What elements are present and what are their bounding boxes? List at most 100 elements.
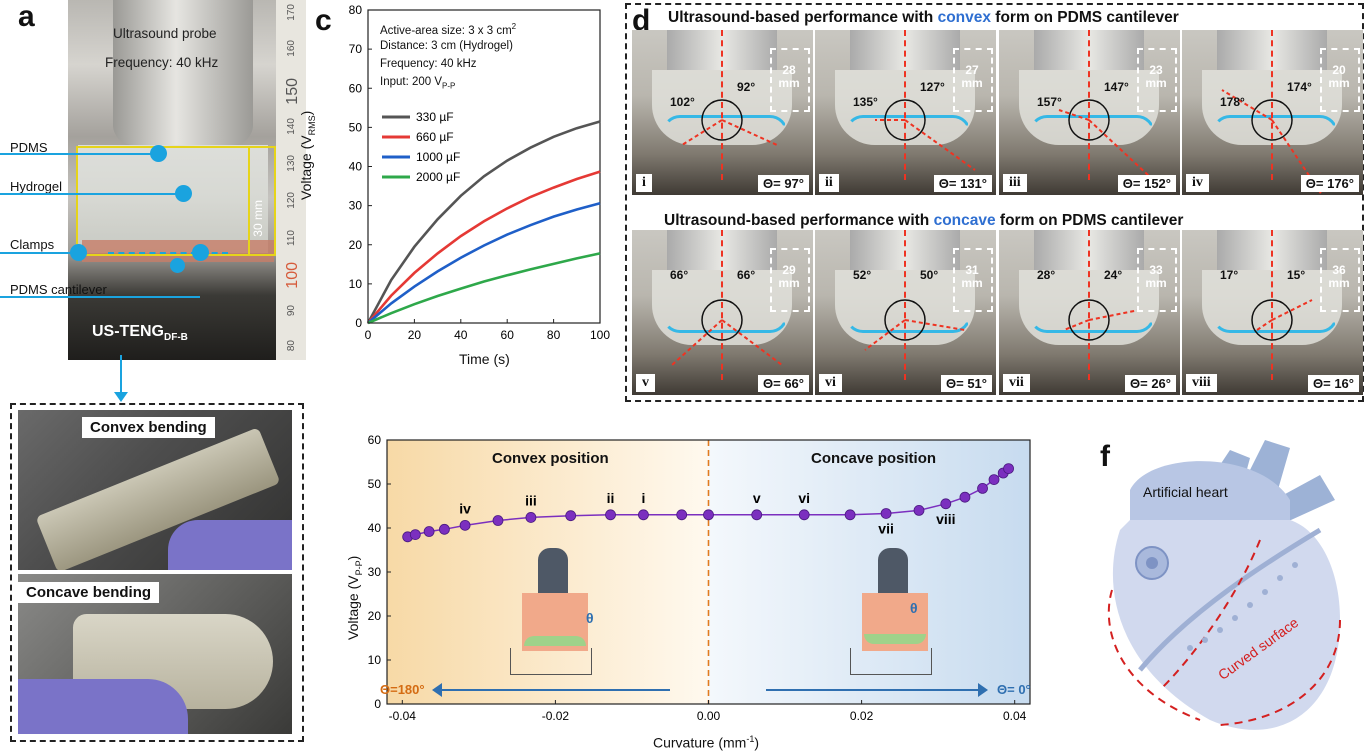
theta-symbol-left: θ xyxy=(586,610,594,626)
tile-ii: 135° 127° 27 mm ii Θ= 131° xyxy=(815,30,996,195)
title-bottom-pre: Ultrasound-based performance with xyxy=(664,212,934,229)
chart-c: 0 20 40 60 80 100 0 10 20 30 40 50 60 70 80 330 µF 660 … xyxy=(349,3,611,342)
tile-roman: iv xyxy=(1186,174,1209,192)
tile-angle-right: 147° xyxy=(1104,80,1129,94)
heart-dot xyxy=(1247,602,1253,608)
heart-dot xyxy=(1217,627,1223,633)
tile-mm-unit: mm xyxy=(961,76,983,90)
tile-angle-left: 157° xyxy=(1037,95,1062,109)
artificial-heart-label: Artificial heart xyxy=(1143,484,1228,500)
chart-c-axes xyxy=(367,9,601,324)
heart-dot xyxy=(1277,575,1283,581)
tile-roman: vi xyxy=(819,374,842,392)
label-pdms-cantilever: PDMS cantilever xyxy=(10,282,107,297)
tile-roman: viii xyxy=(1186,374,1217,392)
tile-angle-arc xyxy=(1068,299,1110,341)
heart-port-inner xyxy=(1146,557,1158,569)
inset-convex xyxy=(510,548,620,678)
chart-c-ticks: 0 20 40 60 80 100 0 10 20 30 40 50 60 70 80 xyxy=(349,3,611,342)
theta-symbol-right: θ xyxy=(910,600,918,616)
heart-top xyxy=(1130,461,1290,530)
ruler-number: 140 xyxy=(286,118,297,135)
tile-cantilever xyxy=(845,315,971,333)
annotation-input-sub: P-P xyxy=(442,81,456,91)
tile-angle-lines xyxy=(864,299,966,351)
chart-c-ylabel-close: ) xyxy=(298,110,314,116)
chart-c-ytick-label: 50 xyxy=(349,120,363,134)
chart-c-ytick-label: 70 xyxy=(349,42,363,56)
chart-e-point-label: viii xyxy=(936,511,955,527)
curved-dash-1 xyxy=(1107,589,1201,721)
chart-e-point xyxy=(423,526,435,537)
inset-circuit xyxy=(510,648,592,675)
connector-arrow xyxy=(120,355,122,395)
tile-angle-left: 135° xyxy=(853,95,878,109)
tile-mm-value: 27 mm xyxy=(955,64,989,90)
ruler xyxy=(276,0,306,360)
tile-angle-line xyxy=(904,319,966,331)
heart-dot xyxy=(1232,615,1238,621)
annotation-area-text: Active-area size: 3 x 3 cm xyxy=(380,24,512,37)
panel-c-label: c xyxy=(315,4,332,37)
tile-ruler-box xyxy=(770,248,810,312)
chart-e-point-label: v xyxy=(753,490,761,506)
tile-ruler-box xyxy=(953,48,993,112)
tile-ruler-box xyxy=(953,248,993,312)
chart-e-point-label: i xyxy=(641,490,645,506)
heart-dot xyxy=(1187,645,1193,651)
chart-c-ytick-label: 10 xyxy=(349,277,363,291)
chart-e-xlabel: Curvature (mm-1) xyxy=(653,734,759,751)
chart-e-point-label: iii xyxy=(525,492,537,508)
tile-angle-line xyxy=(864,319,906,351)
chart-c-ytick-label: 80 xyxy=(349,3,363,17)
tile-mm-number: 28 xyxy=(782,63,796,77)
chart-c-legend: 330 µF 660 µF 1000 µF 2000 µF xyxy=(382,110,460,184)
concave-glove xyxy=(18,679,188,734)
tile-mm-number: 27 xyxy=(965,63,979,77)
tile-roman: v xyxy=(636,374,655,392)
chart-e-point xyxy=(492,515,504,526)
chart-c-ytick-label: 0 xyxy=(355,316,362,330)
label-clamps: Clamps xyxy=(10,237,55,252)
chart-e-ylabel: Voltage (VP-P) xyxy=(345,556,364,640)
curved-dash-3 xyxy=(1219,619,1341,726)
tile-ruler-box xyxy=(1320,48,1360,112)
tile-mm-number: 29 xyxy=(782,263,796,277)
tile-iii: 157° 147° 23 mm iii Θ= 152° xyxy=(999,30,1180,195)
chart-e-point xyxy=(1003,463,1014,474)
ruler-number: 80 xyxy=(286,340,297,352)
tile-theta: Θ= 16° xyxy=(1308,375,1359,392)
tile-angle-left: 28° xyxy=(1037,268,1056,282)
tile-theta: Θ= 176° xyxy=(1300,175,1359,192)
chart-e-xtick-label: -0.04 xyxy=(389,709,417,723)
convex-title: Convex bending xyxy=(82,417,215,438)
chart-e-point xyxy=(459,519,471,531)
chart-e-point-label: ii xyxy=(607,490,615,506)
tile-theta: Θ= 97° xyxy=(758,175,809,192)
chart-c-legend-label: 2000 µF xyxy=(416,170,460,184)
highlight-box xyxy=(76,146,276,256)
dashed-cantilever xyxy=(108,252,228,254)
ruler-number: 100 xyxy=(284,262,301,289)
tile-cantilever xyxy=(845,115,971,133)
ruler-number: 170 xyxy=(286,4,297,21)
tile-angle-left: 17° xyxy=(1220,268,1239,282)
chart-e-ytick-label: 20 xyxy=(368,609,382,623)
chart-e-point xyxy=(751,509,763,521)
tile-theta: Θ= 152° xyxy=(1117,175,1176,192)
chart-e-point xyxy=(844,509,856,521)
tile-vii: 28° 24° 33 mm vii Θ= 26° xyxy=(999,230,1180,395)
chart-e-point xyxy=(988,474,1000,485)
tile-mm-value: 33 mm xyxy=(1139,264,1173,290)
tile-centerline xyxy=(1271,230,1273,380)
chart-c-legend-label: 1000 µF xyxy=(416,150,460,164)
tile-cantilever xyxy=(662,115,788,133)
panel-d-frame xyxy=(625,3,1364,402)
line-clamps xyxy=(0,252,78,254)
chart-e-point-label: iv xyxy=(459,500,471,516)
tile-angle-line xyxy=(721,119,778,146)
tile-angle-arc xyxy=(701,299,743,341)
tile-cantilever xyxy=(1029,315,1155,333)
heart-dot xyxy=(1202,637,1208,643)
tile-angle-left: 102° xyxy=(670,95,695,109)
